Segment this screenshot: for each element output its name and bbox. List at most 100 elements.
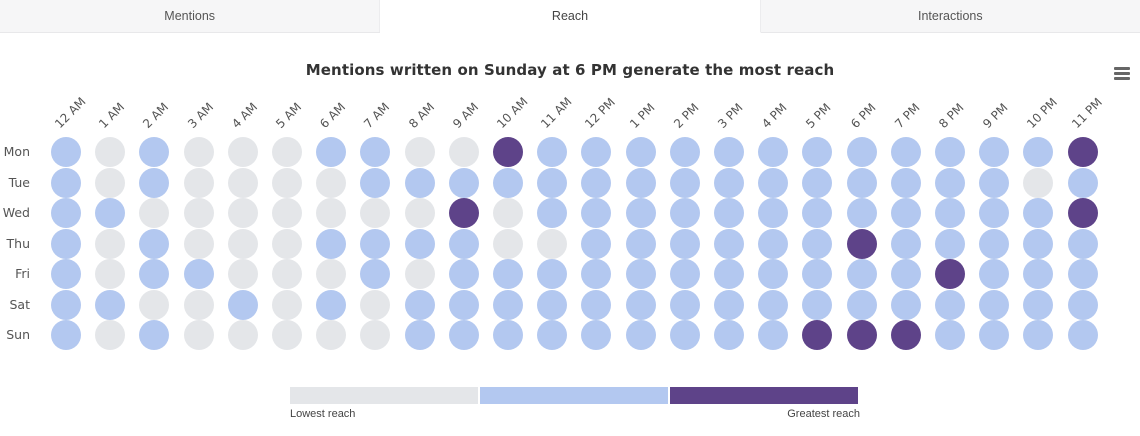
heatmap-cell[interactable] [1023, 167, 1054, 198]
heatmap-cell[interactable] [316, 289, 347, 320]
heatmap-cell[interactable] [404, 259, 435, 289]
heatmap-cell[interactable] [493, 198, 523, 228]
tab-reach[interactable]: Reach [380, 0, 761, 33]
heatmap-cell[interactable] [404, 198, 435, 228]
heatmap-cell[interactable] [581, 198, 612, 228]
heatmap-cell[interactable] [51, 198, 81, 228]
heatmap-cell[interactable] [227, 167, 258, 198]
heatmap-cell[interactable] [979, 198, 1010, 228]
heatmap-cell[interactable] [316, 259, 347, 289]
heatmap-cell[interactable] [846, 289, 877, 320]
heatmap-cell[interactable] [537, 198, 568, 228]
heatmap-cell[interactable] [448, 228, 479, 259]
heatmap-cell[interactable] [227, 228, 258, 259]
heatmap-cell[interactable] [1067, 167, 1098, 198]
heatmap-cell[interactable] [227, 289, 258, 320]
heatmap-cell[interactable] [714, 198, 744, 228]
heatmap-cell[interactable] [95, 198, 126, 228]
heatmap-cell[interactable] [890, 228, 921, 259]
heatmap-cell[interactable] [846, 228, 877, 259]
heatmap-cell[interactable] [625, 198, 656, 228]
heatmap-cell[interactable] [183, 167, 214, 198]
heatmap-cell[interactable] [625, 259, 656, 289]
heatmap-cell[interactable] [1023, 320, 1054, 350]
heatmap-cell[interactable] [537, 137, 568, 167]
heatmap-cell[interactable] [714, 259, 744, 289]
heatmap-cell[interactable] [404, 137, 435, 167]
heatmap-cell[interactable] [802, 167, 833, 198]
heatmap-cell[interactable] [272, 167, 302, 198]
heatmap-cell[interactable] [669, 289, 700, 320]
heatmap-cell[interactable] [493, 320, 523, 350]
heatmap-cell[interactable] [669, 137, 700, 167]
heatmap-cell[interactable] [227, 259, 258, 289]
heatmap-cell[interactable] [448, 289, 479, 320]
heatmap-cell[interactable] [979, 167, 1010, 198]
heatmap-cell[interactable] [935, 167, 965, 198]
heatmap-cell[interactable] [51, 289, 81, 320]
heatmap-cell[interactable] [139, 259, 170, 289]
heatmap-cell[interactable] [51, 167, 81, 198]
heatmap-cell[interactable] [448, 137, 479, 167]
heatmap-cell[interactable] [802, 137, 833, 167]
heatmap-cell[interactable] [1023, 289, 1054, 320]
heatmap-cell[interactable] [139, 167, 170, 198]
heatmap-cell[interactable] [581, 320, 612, 350]
heatmap-cell[interactable] [51, 259, 81, 289]
heatmap-cell[interactable] [890, 198, 921, 228]
heatmap-cell[interactable] [183, 198, 214, 228]
heatmap-cell[interactable] [890, 259, 921, 289]
heatmap-cell[interactable] [272, 137, 302, 167]
heatmap-cell[interactable] [537, 289, 568, 320]
heatmap-cell[interactable] [846, 259, 877, 289]
heatmap-cell[interactable] [625, 137, 656, 167]
heatmap-cell[interactable] [669, 167, 700, 198]
heatmap-cell[interactable] [714, 289, 744, 320]
heatmap-cell[interactable] [802, 259, 833, 289]
heatmap-cell[interactable] [1023, 228, 1054, 259]
heatmap-cell[interactable] [758, 228, 789, 259]
heatmap-cell[interactable] [714, 137, 744, 167]
heatmap-cell[interactable] [581, 228, 612, 259]
heatmap-cell[interactable] [1023, 259, 1054, 289]
heatmap-cell[interactable] [935, 259, 965, 289]
hamburger-menu-icon[interactable] [1114, 67, 1130, 81]
tab-interactions[interactable]: Interactions [918, 9, 983, 23]
heatmap-cell[interactable] [448, 198, 479, 228]
heatmap-cell[interactable] [360, 198, 391, 228]
heatmap-cell[interactable] [493, 167, 523, 198]
heatmap-cell[interactable] [95, 167, 126, 198]
heatmap-cell[interactable] [183, 259, 214, 289]
heatmap-cell[interactable] [95, 320, 126, 350]
tab-mentions[interactable]: Mentions [0, 0, 381, 32]
heatmap-cell[interactable] [1067, 320, 1098, 350]
heatmap-cell[interactable] [404, 320, 435, 350]
heatmap-cell[interactable] [272, 198, 302, 228]
heatmap-cell[interactable] [890, 167, 921, 198]
heatmap-cell[interactable] [1067, 259, 1098, 289]
heatmap-cell[interactable] [316, 137, 347, 167]
heatmap-cell[interactable] [625, 289, 656, 320]
heatmap-cell[interactable] [448, 167, 479, 198]
heatmap-cell[interactable] [316, 198, 347, 228]
heatmap-cell[interactable] [669, 228, 700, 259]
heatmap-cell[interactable] [581, 289, 612, 320]
heatmap-cell[interactable] [51, 137, 81, 167]
heatmap-cell[interactable] [139, 320, 170, 350]
heatmap-cell[interactable] [272, 259, 302, 289]
heatmap-cell[interactable] [95, 137, 126, 167]
heatmap-cell[interactable] [714, 320, 744, 350]
heatmap-cell[interactable] [1067, 228, 1098, 259]
heatmap-cell[interactable] [227, 198, 258, 228]
heatmap-cell[interactable] [714, 167, 744, 198]
heatmap-cell[interactable] [1067, 289, 1098, 320]
heatmap-cell[interactable] [360, 228, 391, 259]
heatmap-cell[interactable] [537, 167, 568, 198]
heatmap-cell[interactable] [272, 228, 302, 259]
heatmap-cell[interactable] [935, 228, 965, 259]
heatmap-cell[interactable] [802, 198, 833, 228]
heatmap-cell[interactable] [227, 137, 258, 167]
heatmap-cell[interactable] [669, 259, 700, 289]
heatmap-cell[interactable] [51, 320, 81, 350]
heatmap-cell[interactable] [802, 289, 833, 320]
